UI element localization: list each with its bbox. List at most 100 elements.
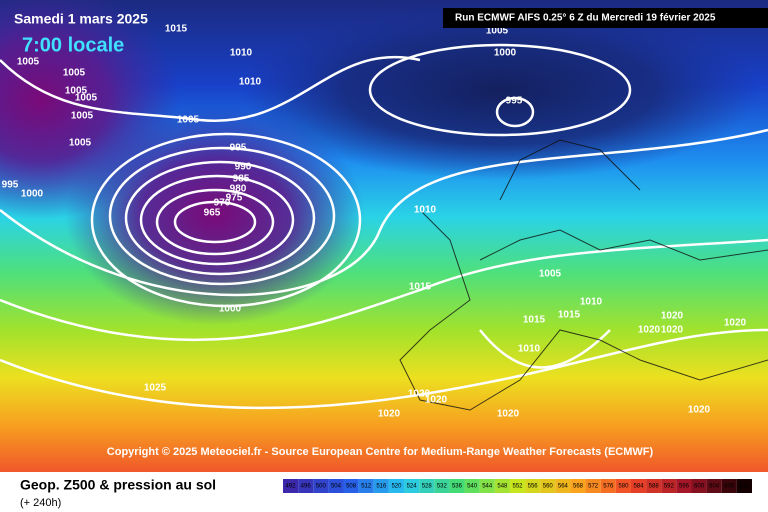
isobar-label: 980 [230,184,247,195]
run-banner [443,8,768,28]
forecast-time: 7:00 locale [22,34,124,56]
isobar-label: 995 [2,180,19,191]
scale-swatch [525,479,541,493]
isobar-label: 1005 [486,26,509,37]
scale-label: 532 [437,484,448,490]
scale-label: 580 [618,484,629,490]
isobar-label: 1015 [165,24,188,35]
scale-swatch [646,479,662,493]
scale-swatch [706,479,722,493]
isobar-label: 1020 [661,311,684,322]
scale-swatch [434,479,450,493]
scale-label: 496 [301,484,312,490]
scale-label: 524 [407,484,418,490]
scale-label: 560 [543,484,554,490]
run-info: Run ECMWF AIFS 0.25° 6 Z du Mercredi 19 … [455,13,716,24]
isobar-label: 965 [204,208,221,219]
isobar-label: 1000 [219,304,242,315]
scale-label: 608 [724,484,735,490]
scale-label: 548 [497,484,508,490]
scale-label: 504 [331,484,342,490]
isobar-label: 990 [235,162,252,173]
isobar-label: 1020 [408,389,431,400]
isobar-label: 1000 [494,48,517,59]
scale-label: 500 [316,484,327,490]
isobar-label: 975 [226,193,243,204]
scale-swatch [343,479,359,493]
scale-swatch [661,479,677,493]
scale-swatch [585,479,601,493]
isobar-label: 985 [233,174,250,185]
isobar-label: 1025 [144,383,167,394]
scale-swatch [328,479,344,493]
isobar-label: 1005 [65,86,88,97]
isobar-label: 1005 [177,115,200,126]
scale-swatch [404,479,420,493]
isobar-label: 1005 [69,138,92,149]
scale-swatch [464,479,480,493]
isobar-label: 1000 [21,189,44,200]
scale-swatch [615,479,631,493]
scale-swatch [570,479,586,493]
scale-swatch [479,479,495,493]
isobar-label: 1005 [71,111,94,122]
scale-swatch [313,479,329,493]
scale-label: 540 [467,484,478,490]
isobar-label: 1010 [239,77,262,88]
isobar-label: 1020 [425,395,448,406]
isobar-label: 1010 [518,344,541,355]
scale-swatch [691,479,707,493]
scale-swatch [283,479,299,493]
scale-label: 512 [361,484,372,490]
scale-swatch [388,479,405,493]
isobar-label: 1005 [539,269,562,280]
isobar-label: 970 [214,198,231,209]
scale-label: 576 [603,484,614,490]
scale-swatch [509,479,526,493]
scale-label: 572 [588,484,599,490]
isobar-label: 1020 [724,318,747,329]
forecast-lead: (+ 240h) [20,497,61,509]
footer-title: Geop. Z500 & pression au sol [20,477,216,493]
isobar-label: 1005 [75,93,98,104]
scale-label: 596 [679,484,690,490]
scale-label: 528 [422,484,433,490]
isobar-label: 995 [230,143,247,154]
scale-swatch [676,479,692,493]
scale-label: 600 [694,484,705,490]
scale-label: 556 [528,484,539,490]
scale-label: 552 [512,484,523,490]
isobar-label: 1020 [638,325,661,336]
scale-swatch [736,479,752,493]
isobar-label: 995 [506,96,523,107]
scale-label: 604 [709,484,720,490]
scale-swatch [449,479,465,493]
scale-label: 588 [649,484,660,490]
isobar-label: 1015 [558,310,581,321]
isobar-label: 1020 [688,405,711,416]
scale-label: 584 [634,484,645,490]
isobar-label: 1015 [523,315,546,326]
scale-label: 492 [286,484,297,490]
scale-label: 508 [346,484,357,490]
isobar-label: 1005 [63,68,86,79]
scale-swatch [540,479,556,493]
isobar-label: 1005 [17,57,40,68]
isobar-label: 1015 [409,282,432,293]
scale-swatch [600,479,616,493]
scale-label: 544 [482,484,493,490]
copyright: Copyright © 2025 Meteociel.fr - Source E… [107,446,654,458]
scale-label: 568 [573,484,584,490]
isobar-label: 1010 [230,48,253,59]
isobar-label: 1020 [661,325,684,336]
scale-swatch [494,479,510,493]
scale-label: 592 [664,484,675,490]
forecast-date: Samedi 1 mars 2025 [14,11,148,27]
isobar-label: 1020 [378,409,401,420]
scale-label: 612 [739,484,750,490]
isobar-label: 1010 [580,297,603,308]
scale-swatch [630,479,647,493]
scale-label: 564 [558,484,569,490]
